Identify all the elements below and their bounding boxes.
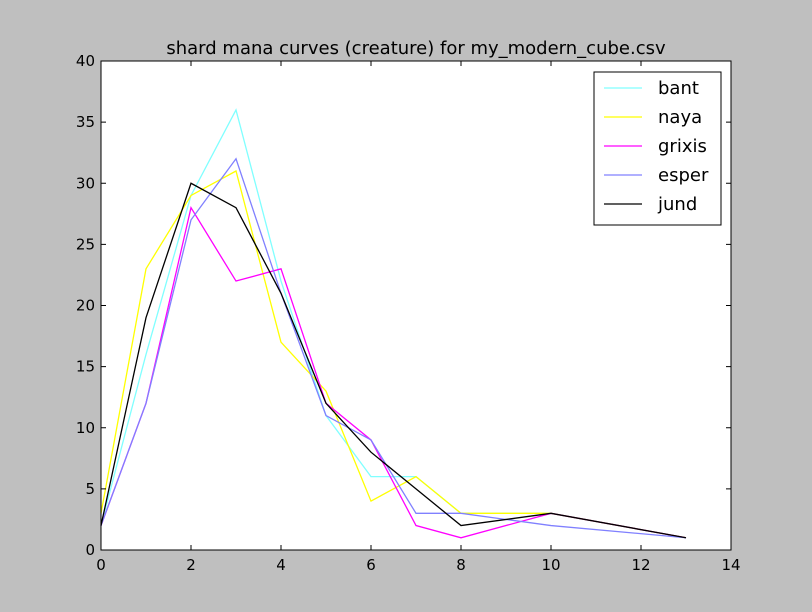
y-tick-label: 30 [76,174,95,192]
x-tick-label: 10 [541,556,560,574]
x-tick-label: 14 [721,556,740,574]
x-tick-label: 0 [96,556,106,574]
legend-label-jund: jund [657,194,697,215]
ticks-layer: 0 2 4 6 8 10 12 14 0 5 10 15 20 25 30 35 40 [76,52,741,574]
legend-label-esper: esper [658,165,709,186]
chart-title: shard mana curves (creature) for my_mode… [166,38,666,59]
series-layer [100,108,687,539]
y-tick-label: 0 [85,541,95,559]
y-tick-label: 35 [76,113,95,131]
x-tick-label: 6 [366,556,376,574]
y-tick-label: 40 [76,52,95,70]
x-tick-label: 8 [456,556,466,574]
y-tick-label: 20 [76,297,95,315]
y-tick-label: 5 [85,480,95,498]
series-line-naya [100,170,687,539]
y-tick-label: 10 [76,419,95,437]
legend: bant naya grixis esper jund [593,71,722,226]
y-tick-label: 15 [76,358,95,376]
x-tick-label: 2 [186,556,196,574]
x-tick-label: 12 [631,556,650,574]
series-line-jund [100,182,687,539]
legend-box [593,71,722,226]
x-tick-label: 4 [276,556,286,574]
legend-label-bant: bant [658,78,699,99]
y-tick-label: 25 [76,235,95,253]
legend-label-grixis: grixis [658,136,707,157]
series-line-esper [100,157,687,539]
legend-label-naya: naya [658,107,702,128]
